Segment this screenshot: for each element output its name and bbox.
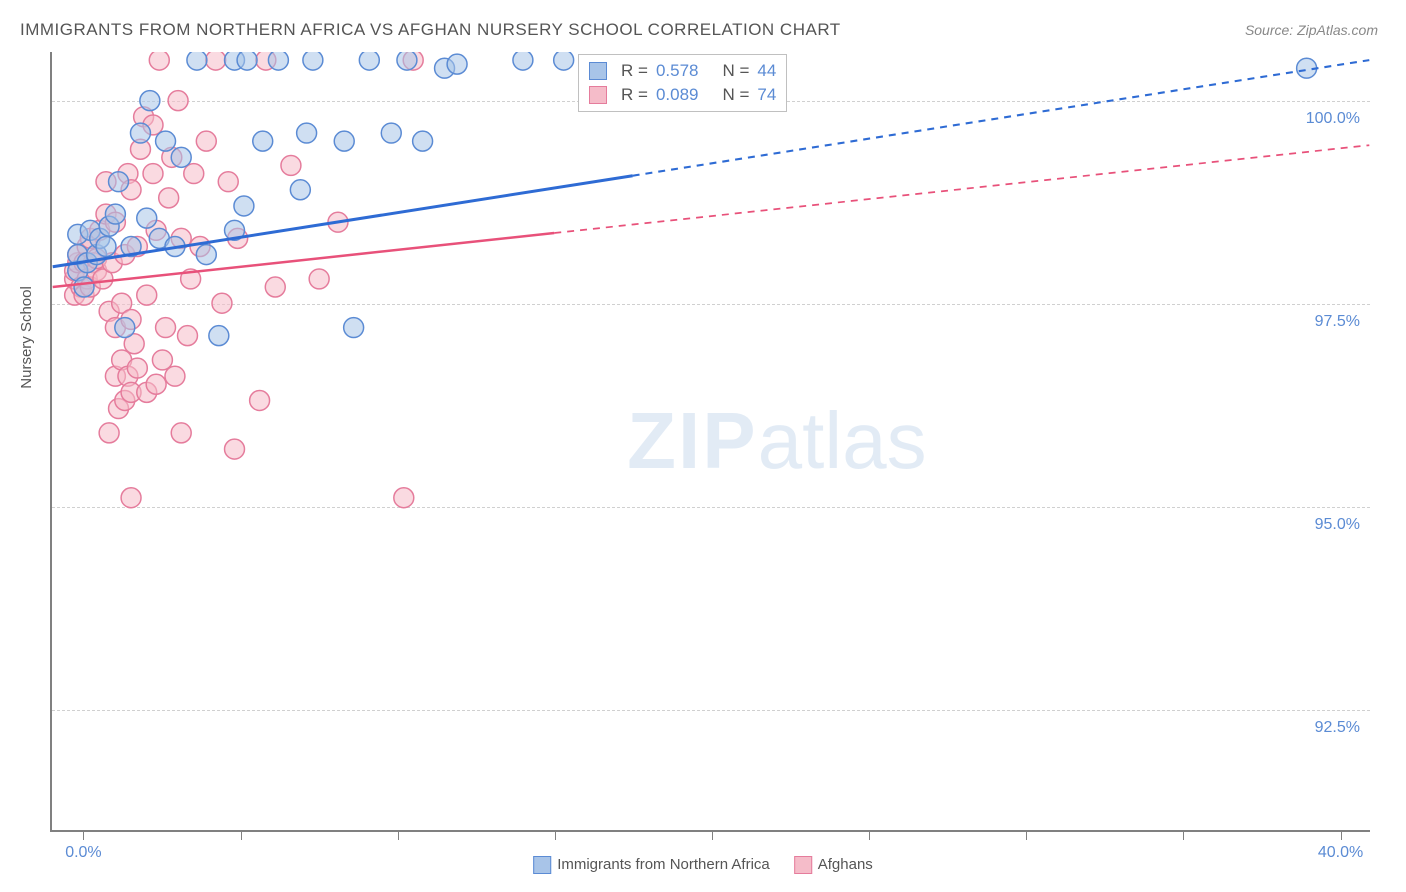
legend-stats-box: R = 0.578 N = 44 R = 0.089 N = 74 [578,54,787,112]
scatter-point [140,91,160,111]
scatter-point [297,123,317,143]
r-value: 0.578 [656,61,699,81]
scatter-point [196,131,216,151]
scatter-point [381,123,401,143]
scatter-point [212,293,232,313]
legend-swatch [533,856,551,874]
scatter-point [250,391,270,411]
scatter-point [281,155,301,175]
x-tick [555,830,556,840]
scatter-point [137,208,157,228]
scatter-point [171,147,191,167]
x-tick [869,830,870,840]
scatter-point [143,164,163,184]
scatter-point [168,91,188,111]
scatter-point [237,52,257,70]
x-tick [1183,830,1184,840]
scatter-point [344,318,364,338]
scatter-point [109,172,129,192]
x-tick [241,830,242,840]
legend-item: Afghans [794,856,873,874]
legend-stats-row: R = 0.578 N = 44 [589,59,776,83]
scatter-point [156,131,176,151]
scatter-point [413,131,433,151]
r-label: R = [621,61,648,81]
legend-label: Immigrants from Northern Africa [557,856,770,873]
x-tick-label: 0.0% [65,844,101,862]
legend-swatch [589,62,607,80]
scatter-point [397,52,417,70]
scatter-point [184,164,204,184]
x-tick [83,830,84,840]
n-value: 74 [757,85,776,105]
legend-item: Immigrants from Northern Africa [533,856,770,874]
scatter-point [290,180,310,200]
scatter-point [265,277,285,297]
scatter-point [115,318,135,338]
x-tick [1341,830,1342,840]
x-tick [1026,830,1027,840]
scatter-point [127,358,147,378]
scatter-point [99,423,119,443]
scatter-point [178,326,198,346]
n-label: N = [722,61,749,81]
scatter-point [130,123,150,143]
scatter-point [187,52,207,70]
n-label: N = [722,85,749,105]
scatter-point [303,52,323,70]
scatter-point [137,285,157,305]
legend-swatch [794,856,812,874]
x-tick [398,830,399,840]
scatter-point [165,366,185,386]
scatter-point [74,277,94,297]
scatter-point [149,52,169,70]
chart-plot-area: ZIPatlas 92.5%95.0%97.5%100.0%0.0%40.0% [50,52,1370,832]
scatter-point [554,52,574,70]
scatter-point [359,52,379,70]
scatter-point [121,488,141,508]
scatter-point [234,196,254,216]
scatter-point [156,318,176,338]
scatter-point [268,52,288,70]
legend-swatch [589,86,607,104]
x-tick [712,830,713,840]
n-value: 44 [757,61,776,81]
scatter-point [196,245,216,265]
legend-bottom: Immigrants from Northern Africa Afghans [533,856,873,874]
scatter-point [309,269,329,289]
chart-title: IMMIGRANTS FROM NORTHERN AFRICA VS AFGHA… [20,20,841,40]
scatter-point [206,52,226,70]
scatter-svg [52,52,1370,830]
r-value: 0.089 [656,85,699,105]
scatter-point [253,131,273,151]
scatter-point [513,52,533,70]
scatter-point [447,54,467,74]
scatter-point [334,131,354,151]
legend-stats-row: R = 0.089 N = 74 [589,83,776,107]
scatter-point [171,423,191,443]
scatter-point [105,204,125,224]
y-axis-label: Nursery School [18,286,35,389]
regression-line-dashed [554,145,1369,233]
scatter-point [159,188,179,208]
scatter-point [218,172,238,192]
scatter-point [394,488,414,508]
legend-label: Afghans [818,856,873,873]
scatter-point [225,439,245,459]
scatter-point [96,237,116,257]
source-attribution: Source: ZipAtlas.com [1245,22,1378,38]
x-tick-label: 40.0% [1318,844,1363,862]
scatter-point [152,350,172,370]
scatter-point [209,326,229,346]
r-label: R = [621,85,648,105]
scatter-point [146,374,166,394]
